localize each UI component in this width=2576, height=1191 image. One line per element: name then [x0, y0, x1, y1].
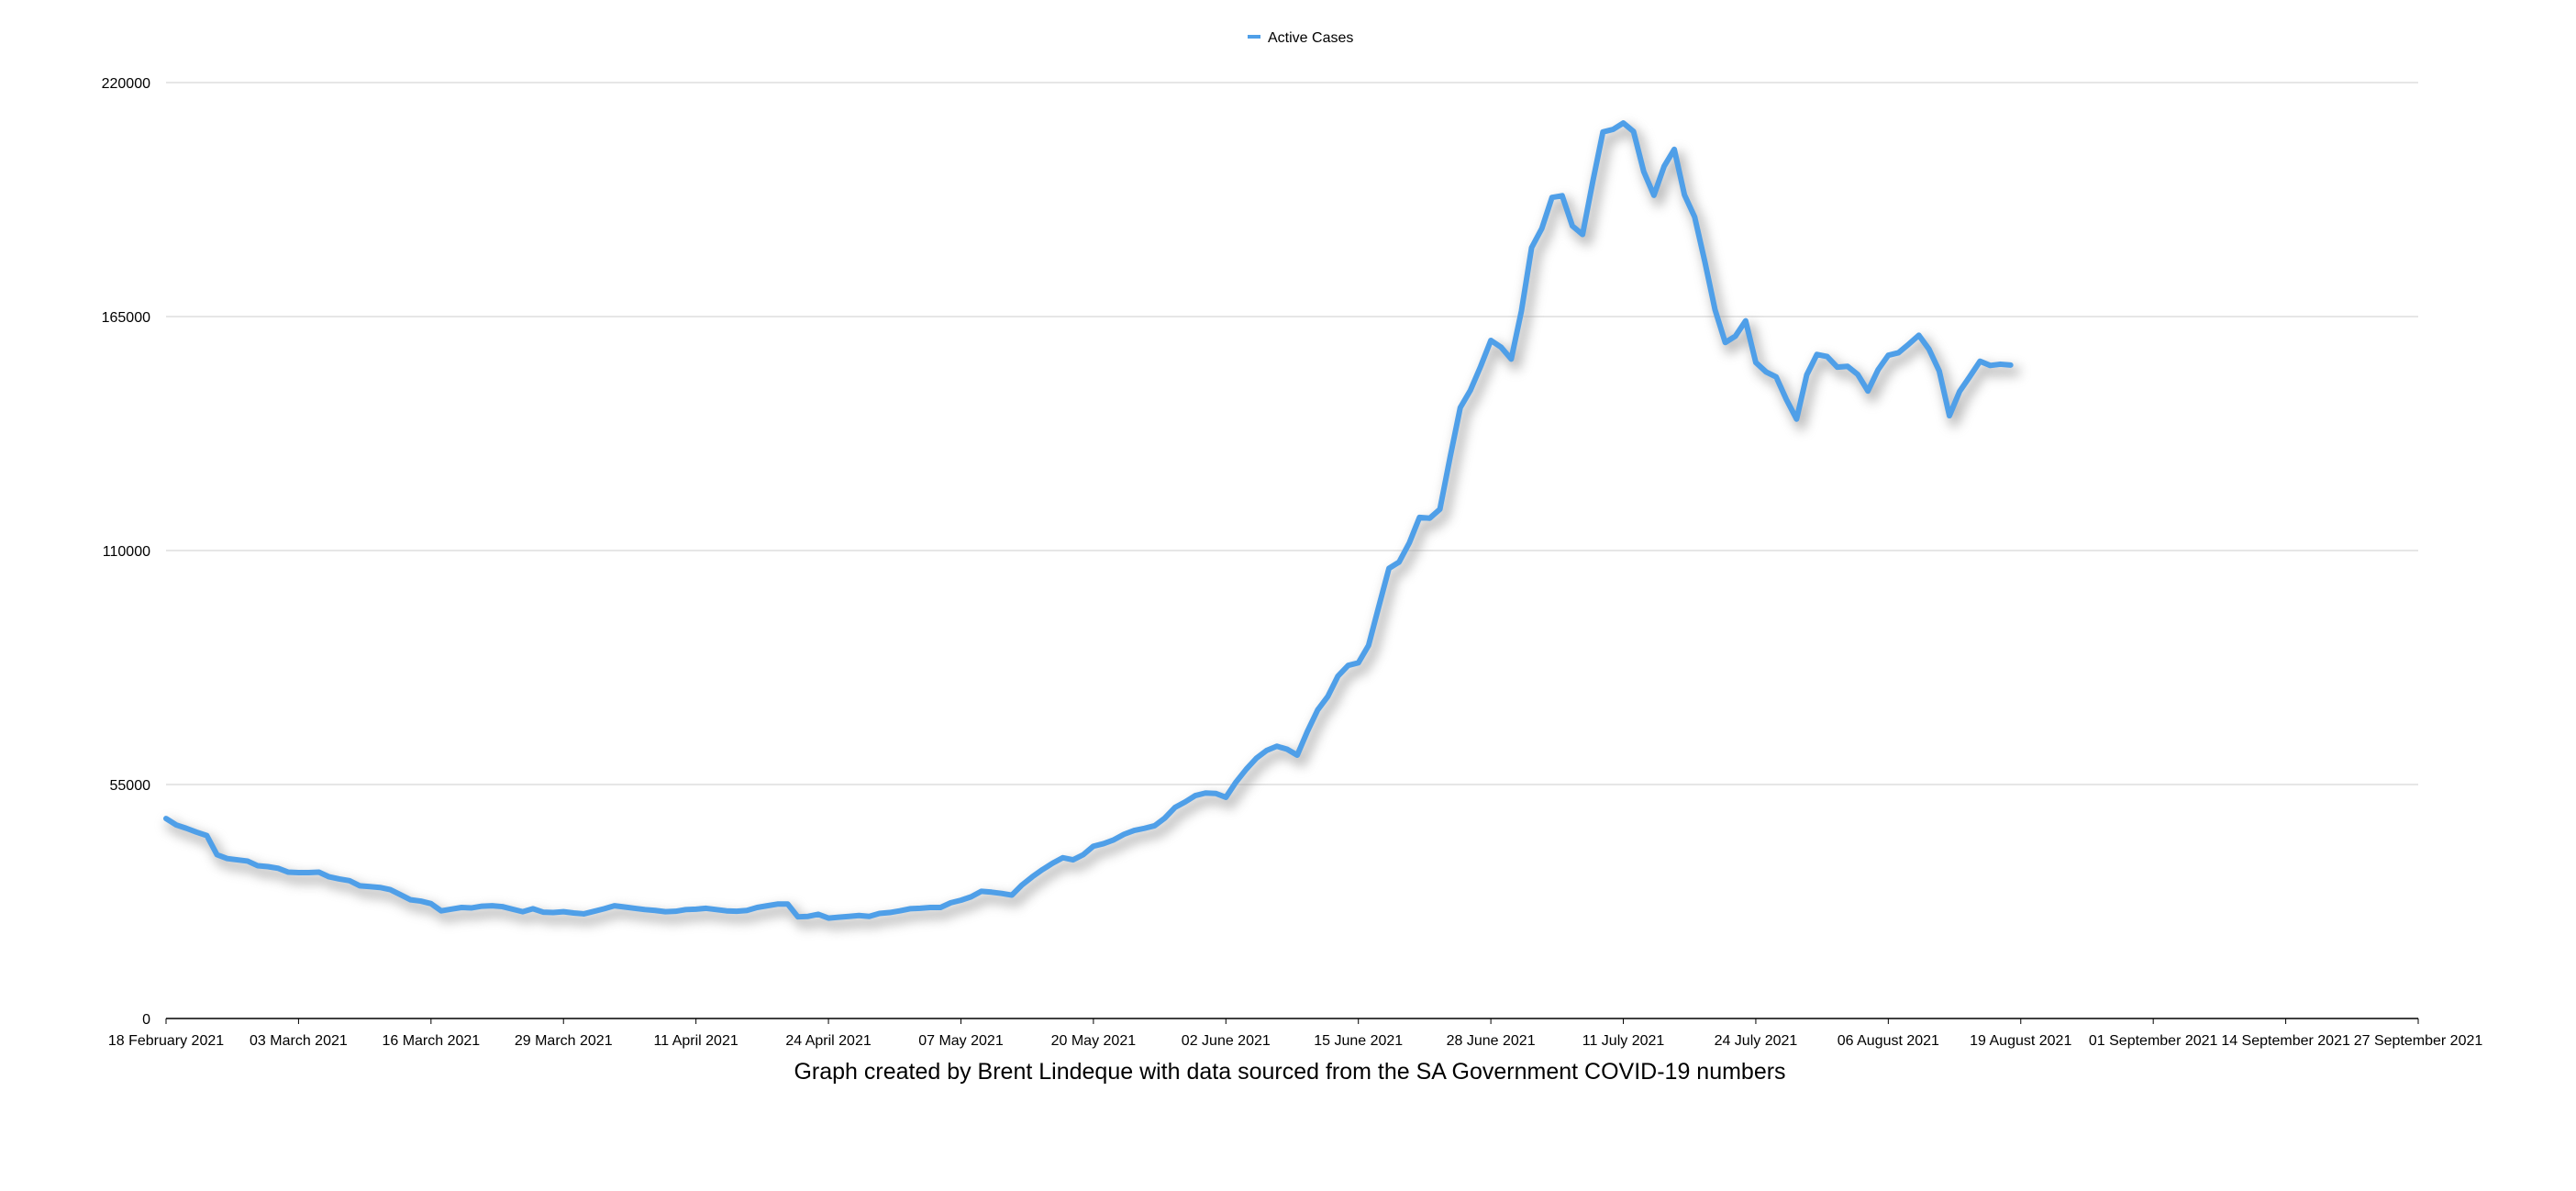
x-tick-label: 07 May 2021	[918, 1033, 1004, 1049]
x-tick-label: 24 July 2021	[1715, 1033, 1798, 1049]
x-tick-label: 24 April 2021	[785, 1033, 872, 1049]
legend-label: Active Cases	[1268, 30, 1353, 46]
legend: Active Cases	[1248, 30, 1353, 46]
x-tick-label: 27 September 2021	[2354, 1033, 2483, 1049]
x-tick-label: 16 March 2021	[382, 1033, 480, 1049]
data-points	[164, 121, 2014, 921]
x-tick-label: 15 June 2021	[1314, 1033, 1403, 1049]
x-tick-label: 28 June 2021	[1447, 1033, 1536, 1049]
gridlines	[166, 82, 2418, 785]
x-tick-label: 11 July 2021	[1582, 1033, 1665, 1049]
x-tick-label: 20 May 2021	[1051, 1033, 1137, 1049]
x-axis-ticks	[165, 1018, 2419, 1024]
x-tick-label: 01 September 2021	[2089, 1033, 2218, 1049]
x-tick-label: 02 June 2021	[1182, 1033, 1271, 1049]
chart-caption: Graph created by Brent Lindeque with dat…	[794, 1059, 1785, 1085]
y-tick-label: 55000	[110, 778, 151, 794]
x-tick-label: 14 September 2021	[2221, 1033, 2350, 1049]
x-axis-tick-labels: 18 February 2021 03 March 2021 16 March 20…	[108, 1033, 2483, 1049]
y-tick-label: 0	[142, 1012, 150, 1028]
x-tick-label: 19 August 2021	[1970, 1033, 2071, 1049]
x-tick-label: 18 February 2021	[108, 1033, 224, 1049]
y-axis-tick-labels: 0 55000 110000 165000 220000	[102, 76, 150, 1028]
series-line-active-cases	[163, 120, 2014, 921]
x-tick-label: 29 March 2021	[515, 1033, 613, 1049]
x-tick-label: 03 March 2021	[250, 1033, 348, 1049]
x-tick-label: 06 August 2021	[1838, 1033, 1939, 1049]
y-tick-label: 220000	[102, 76, 150, 92]
series-line-shadow	[165, 124, 2021, 930]
y-tick-label: 165000	[102, 310, 150, 326]
y-tick-label: 110000	[103, 544, 150, 560]
x-tick-label: 11 April 2021	[654, 1033, 738, 1049]
